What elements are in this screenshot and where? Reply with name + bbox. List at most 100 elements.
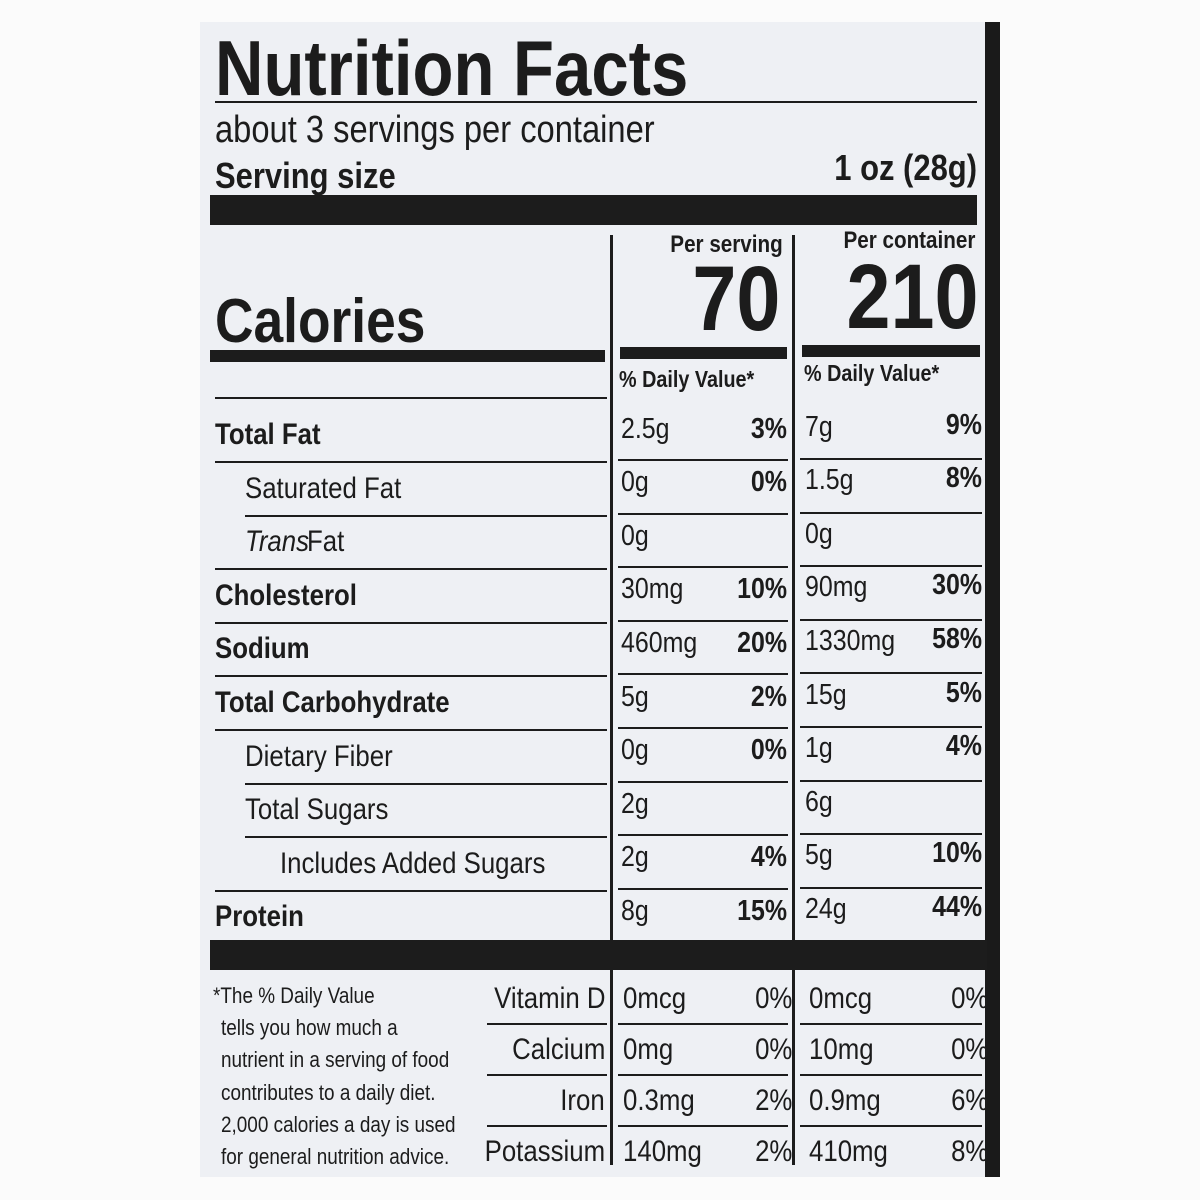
daily-value: 0% [750,466,787,499]
dv-header: % Daily Value* [804,359,940,386]
rule [618,673,788,676]
dv-header: % Daily Value* [619,365,755,392]
rule [800,511,982,514]
rule [618,1125,788,1127]
servings: about 3 servings per container [215,109,655,151]
amount: 7g [805,410,833,443]
calories-value: 70 [691,248,780,350]
rule [618,512,788,515]
rule [800,618,982,621]
daily-value: 2% [754,1135,792,1168]
amount: 0g [805,517,833,550]
rule [800,458,982,460]
rule [618,619,788,622]
amount: 2g [621,841,649,874]
package-edge [985,22,1000,1177]
daily-value: 8% [945,462,982,495]
footnote-line: 2,000 calories a day is used [221,1111,456,1137]
rule [618,834,788,837]
daily-value: 15% [737,894,787,927]
footnote-line: *The % Daily Value [213,983,375,1008]
rule [245,836,607,839]
rule [215,621,607,624]
rule [800,779,982,782]
rule [800,565,982,568]
amount: 0mcg [623,982,687,1015]
amount: 140mg [623,1135,702,1168]
amount: 8g [621,894,649,927]
rule [618,727,788,729]
calories-value: 210 [845,246,978,348]
nutrient-name: Sodium [215,632,310,666]
serving-size-value: 1 oz (28g) [834,147,977,188]
rule [618,887,788,890]
nutrient-name: Total Carbohydrate [215,686,450,719]
rule [800,1125,982,1127]
daily-value: 3% [750,412,787,445]
amount: 5g [621,680,649,713]
nutrient-name: Cholesterol [215,578,357,612]
rule [245,782,607,785]
rule [800,886,982,889]
amount: 15g [805,678,847,711]
daily-value: 0% [750,734,787,767]
rule [618,1023,788,1025]
rule [487,1074,607,1076]
amount: 2g [621,787,649,820]
nutrient-name: Saturated Fat [245,471,402,505]
calories-label: Calories [215,287,426,356]
amount: 0g [621,519,649,552]
amount: 6g [805,785,833,818]
nutrient-name: Includes Added Sugars [280,846,546,880]
daily-value: 30% [932,569,982,602]
daily-value: 20% [737,626,787,659]
rule [215,675,607,678]
thick-bar [210,195,977,225]
rule [245,514,607,517]
nutrient-name: Total Sugars [245,793,389,827]
daily-value: 8% [950,1135,988,1168]
rule [215,889,607,892]
amount: 90mg [805,571,868,604]
daily-value: 4% [945,730,982,763]
amount: 0g [621,466,649,499]
amount: 0mg [623,1033,674,1066]
amount: 2.5g [621,412,670,445]
thick-bar [210,940,987,970]
rule [215,729,607,731]
rule [487,1125,607,1127]
column-line [792,235,795,1165]
column-header: Per serving [670,231,783,258]
amount: 10mg [809,1033,874,1066]
rule [800,1074,982,1076]
amount: 0.9mg [809,1084,881,1117]
amount: 0mcg [809,982,873,1015]
rule [618,566,788,569]
vitamin-name: Potassium [484,1135,605,1168]
footnote-line: tells you how much a [221,1015,398,1041]
daily-value: 0% [950,982,988,1015]
daily-value: 0% [754,1033,792,1066]
daily-value: 58% [932,622,982,655]
vitamin-name: Iron [560,1084,605,1117]
column-header: Per container [843,227,975,254]
nutrient-name: Protein [215,900,304,934]
nutrient-name: Total Fat [215,418,321,451]
rule [215,397,607,399]
amount: 24g [805,892,847,925]
vitamin-name: Vitamin D [493,982,605,1015]
nutrient-name: Dietary Fiber [245,739,393,773]
amount: 0.3mg [623,1084,695,1117]
amount: 1330mg [805,624,896,657]
rule [618,780,788,783]
daily-value: 2% [750,680,787,713]
footnote-line: contributes to a daily diet. [221,1079,436,1105]
nutrient-name: Fat [307,525,345,559]
footnote-line: for general nutrition advice. [221,1144,450,1169]
daily-value: 2% [754,1084,792,1117]
amount: 1.5g [805,464,854,497]
medium-bar [620,347,787,359]
rule [618,459,788,461]
amount: 0g [621,734,649,767]
